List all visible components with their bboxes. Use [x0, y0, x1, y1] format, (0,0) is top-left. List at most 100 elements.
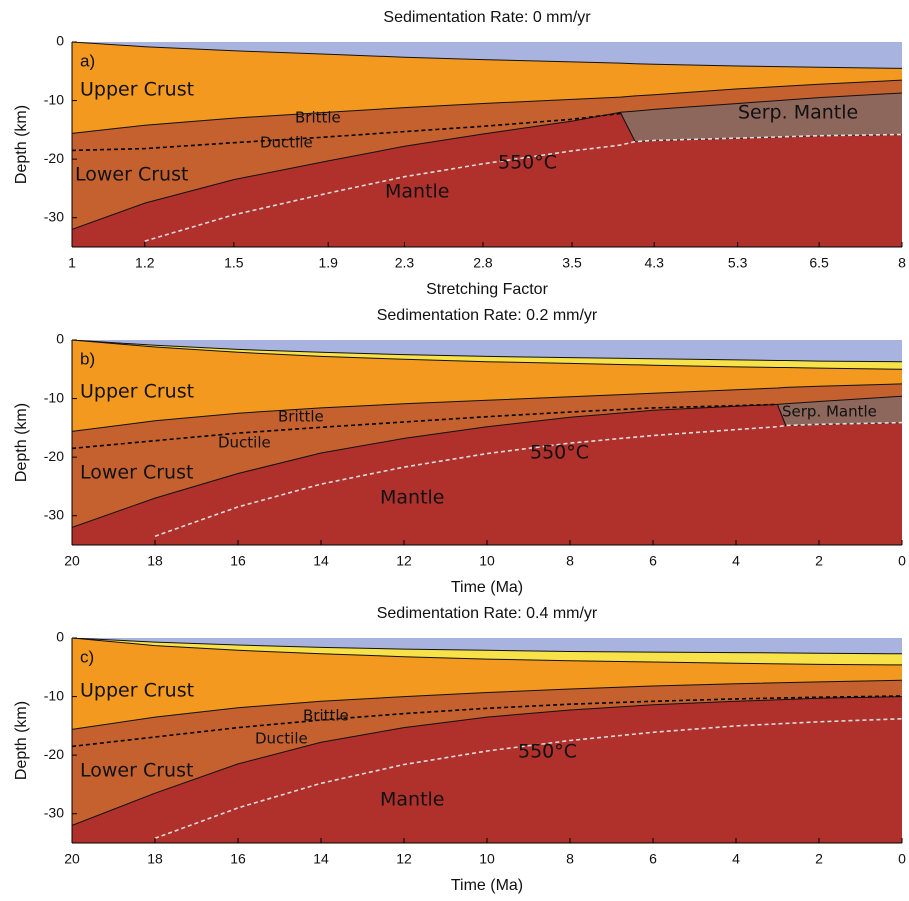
y-tick-label: -20 [44, 448, 64, 464]
line-label: Ductile [260, 134, 313, 152]
y-tick-label: 0 [56, 33, 64, 49]
x-tick-label: 8 [898, 255, 906, 271]
x-tick-label: 1.9 [318, 255, 338, 271]
x-tick-label: 20 [64, 851, 80, 867]
x-tick-label: 6 [649, 553, 657, 569]
x-axis-label: Stretching Factor [426, 281, 549, 298]
x-tick-label: 2 [815, 553, 823, 569]
x-tick-label: 6 [649, 851, 657, 867]
x-tick-label: 6.5 [809, 255, 829, 271]
x-tick-label: 1.5 [224, 255, 244, 271]
layer-label: Mantle [385, 181, 450, 203]
chart-title: Sedimentation Rate: 0.2 mm/yr [377, 307, 598, 324]
layer-fill [620, 93, 902, 142]
layer-label: Mantle [380, 789, 445, 811]
layer-boundary [620, 92, 902, 113]
layer-label: Lower Crust [75, 164, 188, 186]
contour-line [72, 695, 902, 748]
x-tick-label: 0 [898, 851, 906, 867]
x-tick-label: 18 [147, 553, 163, 569]
layer-label: Upper Crust [80, 680, 194, 702]
x-tick-label: 1 [68, 255, 76, 271]
x-tick-label: 14 [313, 851, 329, 867]
x-tick-label: 10 [479, 851, 495, 867]
plot-area [72, 638, 902, 843]
line-label: Brittle [278, 408, 324, 426]
layer-boundary [72, 638, 902, 655]
x-tick-label: 4.3 [644, 255, 664, 271]
line-label: 550°C [518, 741, 577, 763]
layer-boundary [72, 696, 902, 826]
x-axis-label: Time (Ma) [451, 579, 523, 596]
y-axis-label: Depth (km) [13, 105, 30, 184]
y-tick-label: -30 [44, 804, 64, 820]
x-tick-label: 10 [479, 553, 495, 569]
y-tick-label: 0 [56, 331, 64, 347]
contour-line [144, 133, 902, 242]
layer-boundary [72, 383, 902, 432]
layer-fill [777, 396, 902, 426]
x-tick-label: 2.8 [473, 255, 493, 271]
plot-area [72, 340, 902, 545]
y-axis-label: Depth (km) [13, 403, 30, 482]
contour-line [154, 718, 902, 840]
layer-fill [72, 112, 902, 247]
layer-label: Serp. Mantle [782, 403, 877, 421]
chart-title: Sedimentation Rate: 0 mm/yr [383, 9, 591, 26]
contour-line [72, 112, 621, 152]
x-axis-label: Time (Ma) [451, 877, 523, 894]
panel: c) Upper Crust Lower Crust Mantle Brittle Duc… [13, 605, 906, 894]
layer-boundary [72, 340, 902, 363]
panel: a) Upper Crust Lower Crust Mantle Serp. Mant… [13, 9, 906, 298]
line-label: Brittle [295, 109, 341, 127]
layer-label: Upper Crust [80, 381, 194, 403]
x-tick-label: 0 [898, 553, 906, 569]
layer-boundary [72, 42, 902, 69]
x-tick-label: 18 [147, 851, 163, 867]
panel-label: a) [80, 51, 95, 70]
x-tick-label: 8 [566, 553, 574, 569]
x-tick-label: 16 [230, 851, 246, 867]
line-label: 550°C [498, 152, 557, 174]
line-label: Brittle [303, 707, 349, 725]
line-label: Ductile [218, 434, 271, 452]
plot-area [72, 42, 902, 247]
x-tick-label: 20 [64, 553, 80, 569]
panel: b) Upper Crust Lower Crust Mantle Serp. Mant… [13, 307, 906, 596]
y-tick-label: -10 [44, 389, 64, 405]
y-tick-label: -20 [44, 746, 64, 762]
layer-fill [72, 404, 902, 545]
layer-label: Lower Crust [80, 462, 193, 484]
x-tick-label: 12 [396, 553, 412, 569]
y-tick-label: -30 [44, 506, 64, 522]
x-tick-label: 4 [732, 553, 740, 569]
panel-label: b) [80, 349, 95, 368]
line-label: 550°C [530, 442, 589, 464]
y-tick-label: 0 [56, 629, 64, 645]
y-tick-label: -10 [44, 687, 64, 703]
layer-boundary [72, 638, 902, 666]
layer-edge [777, 404, 787, 426]
layer-label: Mantle [380, 487, 445, 509]
x-tick-label: 1.2 [135, 255, 155, 271]
y-tick-label: -10 [44, 91, 64, 107]
x-tick-label: 5.3 [728, 255, 748, 271]
y-tick-label: -30 [44, 208, 64, 224]
layer-boundary [72, 679, 902, 730]
x-tick-label: 8 [566, 851, 574, 867]
layer-label: Serp. Mantle [738, 102, 858, 124]
x-tick-label: 4 [732, 851, 740, 867]
layer-boundary [72, 79, 902, 134]
layer-fill [72, 696, 902, 843]
x-tick-label: 12 [396, 851, 412, 867]
x-tick-label: 2 [815, 851, 823, 867]
y-axis-label: Depth (km) [13, 701, 30, 780]
chart-title: Sedimentation Rate: 0.4 mm/yr [377, 605, 598, 622]
x-tick-label: 14 [313, 553, 329, 569]
layer-boundary [777, 395, 902, 405]
x-tick-label: 3.5 [562, 255, 582, 271]
x-tick-label: 16 [230, 553, 246, 569]
layer-boundary [72, 340, 902, 370]
layer-edge [619, 112, 636, 142]
